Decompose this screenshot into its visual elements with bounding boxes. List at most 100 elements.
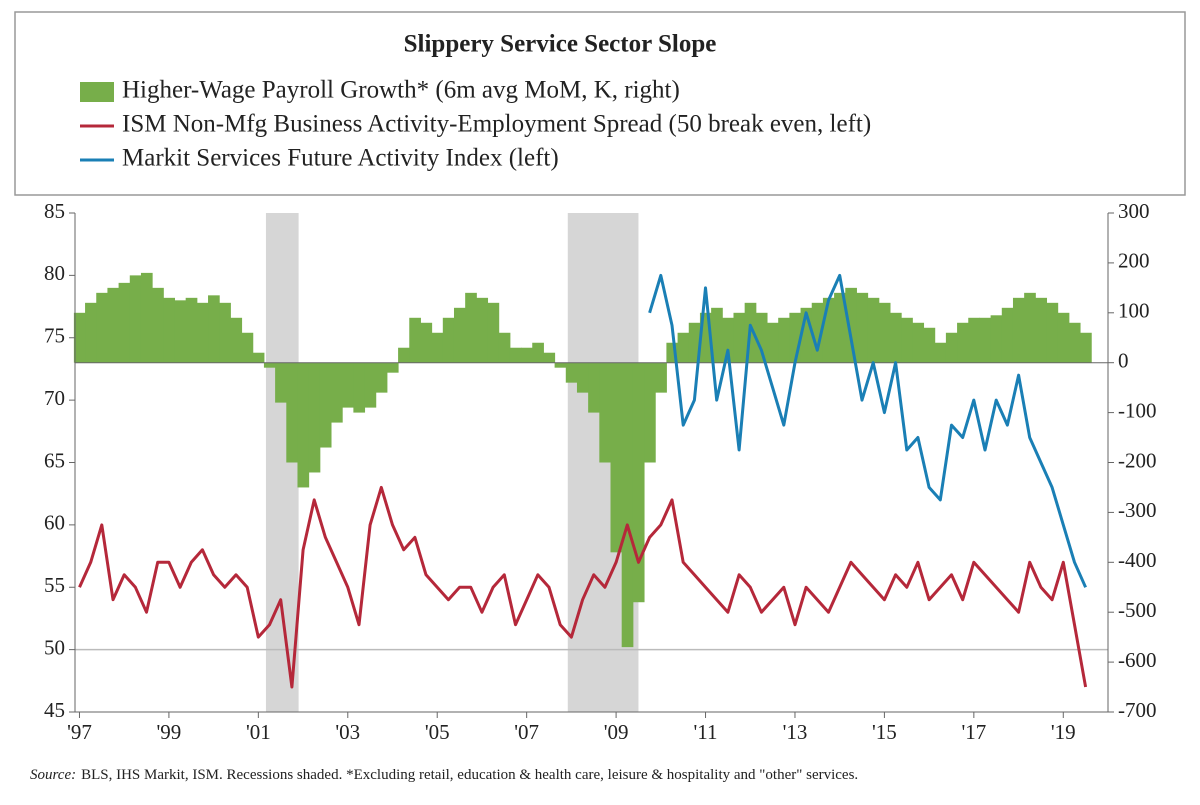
bar xyxy=(800,307,813,363)
y-tick-label: 55 xyxy=(44,573,65,597)
y-tick-label: 75 xyxy=(44,324,65,348)
bar xyxy=(465,292,477,363)
y2-tick-label: -100 xyxy=(1118,398,1157,422)
bar xyxy=(208,295,220,363)
bar xyxy=(174,300,187,363)
bar xyxy=(957,322,969,363)
y-tick-label: 65 xyxy=(44,448,65,472)
x-tick-label: '03 xyxy=(335,720,360,744)
y2-tick-label: -300 xyxy=(1118,498,1157,522)
bar xyxy=(163,297,175,363)
bar xyxy=(73,312,86,363)
bar xyxy=(979,317,992,363)
bar xyxy=(867,297,880,363)
y2-tick-label: -500 xyxy=(1118,598,1157,622)
legend-label: Higher-Wage Payroll Growth* (6m avg MoM,… xyxy=(122,77,680,104)
bar xyxy=(263,362,276,368)
bar xyxy=(1035,297,1048,363)
bar xyxy=(196,302,209,363)
bar xyxy=(286,362,298,463)
bar xyxy=(476,297,489,363)
bar xyxy=(901,317,913,363)
bar xyxy=(655,362,667,393)
bar xyxy=(576,362,589,393)
source: Source: BLS, IHS Markit, ISM. Recessions … xyxy=(30,767,858,783)
bar xyxy=(375,362,388,393)
bar xyxy=(1080,332,1092,363)
bar xyxy=(532,342,544,363)
bar xyxy=(599,362,612,463)
bar xyxy=(96,292,108,363)
chart-title: Slippery Service Sector Slope xyxy=(404,31,717,58)
y-tick-label: 70 xyxy=(44,386,65,410)
bar xyxy=(733,312,746,363)
legend-swatch xyxy=(80,82,114,102)
y2-tick-label: -200 xyxy=(1118,448,1157,472)
bar xyxy=(498,332,511,363)
legend-label: ISM Non-Mfg Business Activity-Employment… xyxy=(122,111,871,138)
bar xyxy=(632,362,645,603)
bar xyxy=(442,317,455,363)
x-tick-label: '07 xyxy=(514,720,539,744)
bar xyxy=(554,362,567,368)
x-tick-label: '05 xyxy=(425,720,450,744)
x-tick-label: '13 xyxy=(783,720,808,744)
bar xyxy=(252,352,265,363)
bar xyxy=(945,332,958,363)
x-tick-label: '01 xyxy=(246,720,271,744)
y2-tick-label: 200 xyxy=(1118,249,1150,273)
bar xyxy=(1012,297,1025,363)
bar xyxy=(398,347,410,363)
bar xyxy=(453,307,466,363)
source-text: BLS, IHS Markit, ISM. Recessions shaded.… xyxy=(81,767,858,783)
y2-tick-label: -400 xyxy=(1118,548,1157,572)
y-tick-label: 85 xyxy=(44,199,65,223)
bar xyxy=(912,322,925,363)
bar xyxy=(856,292,869,363)
bar xyxy=(543,352,556,363)
bar xyxy=(140,272,153,363)
bar xyxy=(711,307,723,363)
bar xyxy=(420,322,433,363)
y2-tick-label: 300 xyxy=(1118,199,1150,223)
y-tick-label: 45 xyxy=(44,698,65,722)
bar xyxy=(644,362,656,463)
bar xyxy=(1046,302,1059,363)
x-tick-label: '17 xyxy=(961,720,986,744)
bar xyxy=(118,282,131,363)
line xyxy=(78,485,1088,689)
bar xyxy=(85,302,97,363)
bar xyxy=(431,332,444,363)
y2-tick-label: -600 xyxy=(1118,648,1157,672)
legend-label: Markit Services Future Activity Index (l… xyxy=(122,145,559,172)
bar xyxy=(878,302,891,363)
bar xyxy=(767,322,779,363)
bar xyxy=(722,317,734,363)
bar xyxy=(666,342,679,363)
bar xyxy=(219,302,231,363)
bar xyxy=(107,287,120,363)
x-tick-label: '15 xyxy=(872,720,897,744)
bar xyxy=(845,287,857,363)
bar xyxy=(755,312,768,363)
bar xyxy=(621,362,634,648)
source-label: Source: xyxy=(30,767,76,783)
bar xyxy=(834,292,846,363)
bar xyxy=(297,362,310,488)
bar xyxy=(699,312,712,363)
x-tick-label: '99 xyxy=(157,720,182,744)
bar xyxy=(319,362,332,448)
bar xyxy=(509,347,522,363)
bar xyxy=(677,332,690,363)
bar xyxy=(610,362,623,553)
bar xyxy=(789,312,802,363)
bar xyxy=(364,362,377,408)
bar xyxy=(152,287,164,363)
bar xyxy=(1001,307,1014,363)
bar xyxy=(990,315,1003,363)
bar xyxy=(778,317,790,363)
x-tick-label: '11 xyxy=(694,720,718,744)
x-tick-label: '19 xyxy=(1051,720,1076,744)
bar xyxy=(342,362,354,408)
